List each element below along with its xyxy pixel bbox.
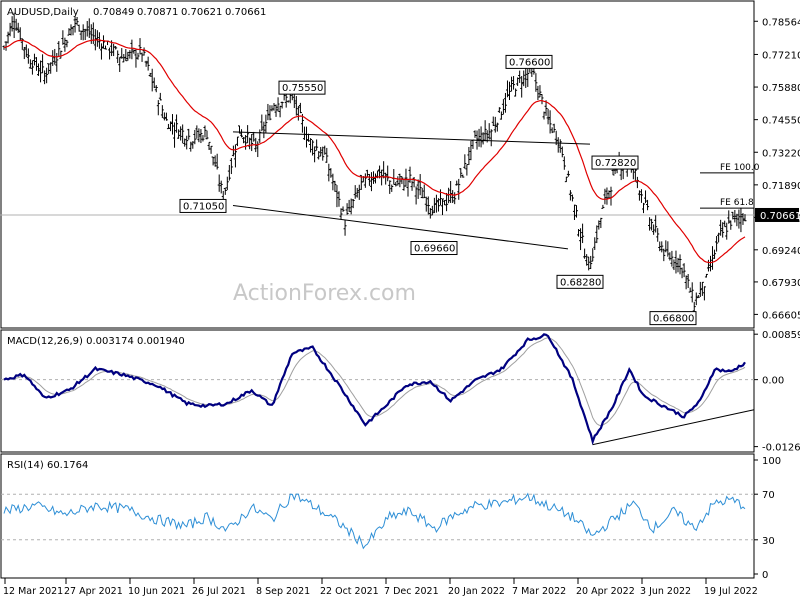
ohlc-close: 0.70661 (225, 7, 266, 18)
x-tick-label: 20 Apr 2022 (576, 586, 635, 597)
rsi-tick-label: 70 (762, 490, 775, 501)
x-tick-label: 3 Jun 2022 (640, 586, 691, 597)
ohlc-low: 0.70621 (181, 7, 222, 18)
price-tick-label: 0.66605 (762, 310, 800, 321)
fe-100-label: FE 100.0 (720, 163, 760, 173)
price-panel-header: AUDUSD,Daily (7, 7, 79, 18)
ohlc-open: 0.70849 (93, 7, 134, 18)
label-box-068280 (556, 274, 604, 289)
moving-average-line (3, 39, 746, 264)
label-068280: 0.68280 (560, 277, 601, 288)
price-panel-border (0, 0, 755, 329)
price-tick-label: 0.69240 (762, 246, 800, 257)
rsi-tick-label: 30 (762, 536, 775, 547)
current-price-box (755, 207, 799, 222)
label-box-069660 (410, 241, 458, 256)
x-tick-label: 20 Jan 2022 (448, 586, 505, 597)
ohlc-high: 0.70871 (137, 7, 178, 18)
x-tick-label: 12 Mar 2021 (3, 586, 63, 597)
macd-support-line (592, 409, 755, 446)
label-076600: 0.76600 (509, 57, 550, 68)
macd-y-axis: 0.008596 0.00 -0.01267 (754, 330, 800, 454)
price-labels: 0.75550 0.76600 0.71050 0.72820 0.69660 … (179, 54, 697, 326)
label-box-066800 (649, 311, 697, 326)
trend-lines (232, 131, 591, 250)
x-tick-label: 26 Jul 2021 (192, 586, 246, 597)
trend-line (232, 204, 569, 250)
macd-tick-label: 0.008596 (762, 330, 800, 341)
rsi-panel: RSI(14) 60.1764 100 70 30 0 (0, 453, 781, 581)
trend-line (232, 131, 591, 145)
x-tick-label: 7 Mar 2022 (512, 586, 566, 597)
fe-levels: FE 100.0 FE 61.8 (700, 163, 760, 209)
x-tick-label: 8 Sep 2021 (256, 586, 310, 597)
price-tick-label: 0.71890 (762, 181, 800, 192)
label-069660: 0.69660 (414, 244, 455, 255)
x-axis: 12 Mar 2021 27 Apr 2021 10 Jun 2021 26 Jul … (3, 578, 758, 597)
watermark: ActionForex.com (233, 281, 416, 306)
macd-panel-border (0, 329, 755, 453)
label-box-076600 (505, 54, 553, 69)
rsi-panel-header: RSI(14) 60.1764 (7, 460, 88, 471)
macd-tick-label: 0.00 (762, 376, 784, 387)
rsi-tick-label: 0 (762, 570, 768, 581)
x-tick-label: 10 Jun 2021 (128, 586, 185, 597)
price-tick-label: 0.77210 (762, 50, 800, 61)
x-tick-label: 27 Apr 2021 (64, 586, 123, 597)
price-tick-label: 0.67930 (762, 278, 800, 289)
price-tick-label: 0.78564 (762, 17, 800, 28)
macd-panel-header: MACD(12,26,9) 0.003174 0.001940 (7, 336, 185, 347)
price-tick-label: 0.73220 (762, 148, 800, 159)
current-price-label: 0.70661 (760, 211, 800, 222)
price-tick-label: 0.75880 (762, 83, 800, 94)
price-panel: AUDUSD,Daily 0.70849 0.70871 0.70621 0.7… (0, 0, 800, 329)
label-box-075550 (278, 80, 326, 95)
x-tick-label: 7 Dec 2021 (384, 586, 439, 597)
label-066800: 0.66800 (653, 314, 694, 325)
fe-618-label: FE 61.8 (720, 198, 754, 208)
price-tick-label: 0.74550 (762, 116, 800, 127)
x-tick-label: 19 Jul 2022 (704, 586, 758, 597)
label-071050: 0.71050 (183, 201, 224, 212)
label-072820: 0.72820 (595, 158, 636, 169)
macd-tick-label: -0.01267 (762, 443, 800, 454)
label-box-071050 (179, 198, 227, 213)
rsi-tick-label: 100 (762, 456, 781, 467)
rsi-y-axis: 100 70 30 0 (754, 456, 781, 581)
rsi-line (3, 492, 746, 550)
rsi-panel-border (0, 453, 755, 579)
macd-panel: MACD(12,26,9) 0.003174 0.001940 0.008596… (0, 329, 800, 454)
x-tick-label: 22 Oct 2021 (320, 586, 379, 597)
macd-line (3, 333, 746, 446)
label-075550: 0.75550 (282, 83, 323, 94)
label-box-072820 (591, 155, 639, 170)
